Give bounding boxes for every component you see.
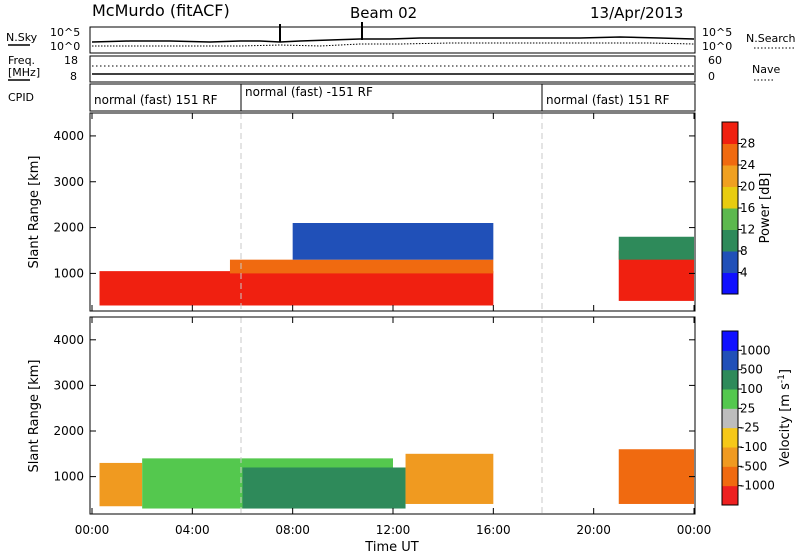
x-axis-label: Time UT <box>364 540 418 554</box>
power-ytick-label-0: 1000 <box>53 266 84 280</box>
velocity-cbar-swatch-1 <box>722 466 738 487</box>
velocity-panel: 1000 2000 3000 4000 00:00 04:00 08:00 12:00 16:… <box>27 316 712 554</box>
power-cbar-swatch-7 <box>722 122 738 144</box>
power-cbar-swatch-3 <box>722 208 738 230</box>
noise-right-tick-bottom: 10^0 <box>702 40 732 53</box>
noise-right-label: N.Search <box>746 32 796 45</box>
beam-title: Beam 02 <box>350 4 417 22</box>
velocity-cbar-label-2: -100 <box>740 440 767 454</box>
velocity-y-axis: 1000 2000 3000 4000 <box>53 333 695 484</box>
x-tick-label-5: 20:00 <box>576 523 611 537</box>
freq-strip: Freq. [MHz] 18 8 60 0 Nave <box>8 54 780 83</box>
velocity-cbar-label-4: 25 <box>740 401 755 415</box>
power-ylabel: Slant Range [km] <box>27 156 42 269</box>
power-y-axis: 1000 2000 3000 4000 <box>53 129 695 280</box>
power-data <box>99 223 694 306</box>
cpid-segment-1: normal (fast) 151 RF <box>94 93 218 107</box>
x-tick-label-3: 12:00 <box>376 523 411 537</box>
velocity-region-4 <box>618 449 694 504</box>
velocity-region-3 <box>405 453 494 504</box>
station-title: McMurdo (fitACF) <box>92 1 230 20</box>
x-tick-label-2: 08:00 <box>275 523 310 537</box>
cpid-segment-2: normal (fast) -151 RF <box>245 85 373 99</box>
power-cbar-swatch-5 <box>722 165 738 187</box>
velocity-cbar-label: Velocity [m s-1] <box>777 369 793 467</box>
velocity-cbar-label-6: 500 <box>740 363 763 377</box>
nave-label: Nave <box>752 63 780 76</box>
velocity-cbar-label-7: 1000 <box>740 343 771 357</box>
nave-tick-bottom: 0 <box>708 70 715 83</box>
freq-label-1: Freq. <box>8 54 35 67</box>
power-region-4 <box>618 236 694 260</box>
velocity-cbar-label-0: -1000 <box>740 479 775 493</box>
velocity-cbar-swatch-3 <box>722 427 738 448</box>
cpid-label: CPID <box>8 91 34 104</box>
velocity-cbar-swatch-2 <box>722 447 738 467</box>
power-cbar-label: Power [dB] <box>758 173 773 244</box>
power-region-2 <box>292 223 494 260</box>
x-tick-label-6: 00:00 <box>677 523 712 537</box>
velocity-ytick-label-3: 4000 <box>53 333 84 347</box>
power-cbar-swatch-4 <box>722 186 738 209</box>
power-ytick-label-2: 3000 <box>53 175 84 189</box>
power-ytick-label-3: 4000 <box>53 129 84 143</box>
noise-left-tick-top: 10^5 <box>50 26 80 39</box>
power-cbar-swatch-6 <box>722 143 738 166</box>
velocity-region-0 <box>99 462 143 507</box>
power-ytick-label-1: 2000 <box>53 221 84 235</box>
velocity-cbar-swatch-7 <box>722 350 738 371</box>
velocity-data <box>99 449 694 509</box>
power-cbar-label-6: 28 <box>740 137 755 151</box>
noise-sky-line <box>91 36 695 43</box>
power-cbar-swatch-2 <box>722 229 738 252</box>
power-region-0 <box>99 271 494 306</box>
noise-right-tick-top: 10^5 <box>702 26 732 39</box>
noise-left-tick-bottom: 10^0 <box>50 40 80 53</box>
power-cbar-label-0: 4 <box>740 266 748 280</box>
power-panel: 1000 2000 3000 4000 Slant Range [km] <box>27 112 696 312</box>
velocity-ylabel: Slant Range [km] <box>27 360 42 473</box>
velocity-ytick-label-2: 3000 <box>53 378 84 392</box>
x-tick-label-0: 00:00 <box>75 523 110 537</box>
noise-search-line <box>92 42 695 47</box>
freq-tick-top: 18 <box>64 54 78 67</box>
power-cbar-label-3: 16 <box>740 201 755 215</box>
velocity-cbar-swatch-8 <box>722 331 738 351</box>
noise-strip: N.Sky 10^5 10^0 10^5 10^0 N.Search <box>6 22 796 54</box>
x-tick-label-4: 16:00 <box>476 523 511 537</box>
cpid-strip: CPID normal (fast) 151 RF normal (fast) … <box>8 83 696 112</box>
noise-left-label: N.Sky <box>6 31 38 44</box>
power-cbar-swatch-1 <box>722 251 738 273</box>
power-cbar-label-1: 8 <box>740 244 748 258</box>
power-region-1 <box>229 259 494 274</box>
freq-label-2: [MHz] <box>8 66 40 79</box>
velocity-cbar-swatch-0 <box>722 485 738 506</box>
nave-tick-top: 60 <box>708 54 722 67</box>
freq-tick-bottom: 8 <box>70 70 77 83</box>
power-cbar-swatch-0 <box>722 272 738 295</box>
velocity-x-axis: 00:00 04:00 08:00 12:00 16:00 20:00 00:00 <box>75 317 712 537</box>
velocity-cbar-label-3: -25 <box>740 421 760 435</box>
velocity-cbar-label-5: 100 <box>740 382 763 396</box>
velocity-cbar-swatch-6 <box>722 369 738 390</box>
power-cbar-label-2: 12 <box>740 223 755 237</box>
velocity-ytick-label-0: 1000 <box>53 470 84 484</box>
power-cbar-label-5: 24 <box>740 158 755 172</box>
velocity-ytick-label-1: 2000 <box>53 424 84 438</box>
velocity-cbar-swatch-4 <box>722 408 738 429</box>
date-title: 13/Apr/2013 <box>590 4 683 22</box>
x-tick-label-1: 04:00 <box>175 523 210 537</box>
velocity-region-2 <box>242 467 406 509</box>
power-x-axis <box>91 113 695 311</box>
power-colorbar: 4 8 12 16 20 24 28 Power [dB] <box>721 121 773 295</box>
velocity-cbar-swatch-5 <box>722 389 738 409</box>
cpid-segment-3: normal (fast) 151 RF <box>546 93 670 107</box>
power-cbar-label-4: 20 <box>740 180 755 194</box>
velocity-cbar-label-1: -500 <box>740 459 767 473</box>
velocity-colorbar: -1000 -500 -100 -25 25 100 500 1000 Velocity [m… <box>721 330 793 506</box>
